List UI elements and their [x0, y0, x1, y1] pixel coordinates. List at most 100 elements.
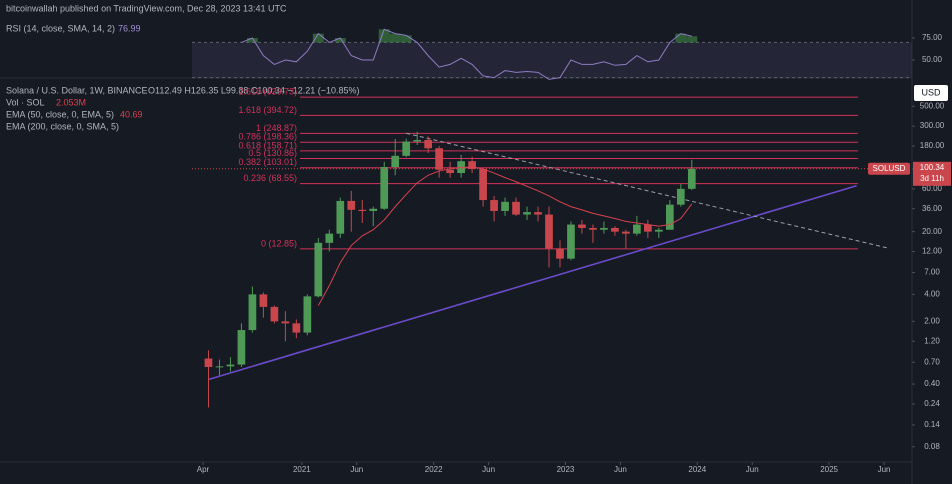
- candle-body: [281, 321, 290, 324]
- x-tick-label: Jun: [350, 465, 363, 474]
- y-tick-label: 7.00: [924, 268, 940, 277]
- y-tick-label: 4.00: [924, 289, 940, 298]
- rsi-overbought: [675, 33, 687, 43]
- candle-body: [314, 242, 323, 297]
- candle-body: [567, 224, 575, 259]
- candle-body: [655, 229, 663, 232]
- rsi-overbought: [378, 29, 390, 43]
- x-tick-label: 2021: [293, 465, 311, 474]
- published: bitcoinwallah published on TradingView.c…: [6, 3, 287, 13]
- candle-body: [611, 227, 619, 232]
- candle-body: [391, 155, 400, 168]
- x-tick-label: Jun: [614, 465, 627, 474]
- trendline: [208, 184, 857, 381]
- y-tick-label: 12.00: [922, 247, 943, 256]
- rsi-title: RSI (14, close, SMA, 14, 2): [6, 23, 115, 33]
- candle-body: [501, 201, 509, 211]
- y-tick-label: 0.14: [924, 420, 940, 429]
- price-box: [913, 161, 951, 186]
- candle-body: [687, 168, 696, 189]
- y-tick-label: 36.00: [922, 204, 943, 213]
- x-tick-label: 2023: [557, 465, 575, 474]
- candle-body: [215, 366, 224, 368]
- rsi-overbought: [400, 35, 412, 43]
- candle-body: [479, 168, 487, 201]
- candle-body: [347, 200, 356, 210]
- currency[interactable]: USD: [921, 87, 941, 97]
- y-tick-label: 0.24: [924, 399, 940, 408]
- candle-body: [270, 306, 279, 322]
- y-tick-label: 2.00: [924, 316, 940, 325]
- candle-body: [292, 323, 301, 333]
- candle-body: [644, 224, 652, 232]
- candle-body: [237, 330, 246, 365]
- candle-body: [204, 358, 213, 368]
- candle-body: [413, 140, 422, 142]
- candle-body: [545, 214, 553, 249]
- fib-label: 0.5 (130.86): [248, 148, 297, 158]
- x-tick-label: 2022: [425, 465, 443, 474]
- y-tick-label: 500.00: [920, 101, 945, 110]
- candle-body: [600, 227, 608, 230]
- volume-label: Vol · SOL: [6, 97, 45, 107]
- fib-label: 0.786 (198.36): [238, 132, 297, 142]
- candle-body: [369, 208, 378, 211]
- candle-body: [490, 200, 498, 211]
- x-tick-label: Jun: [746, 465, 759, 474]
- y-tick-label: 0.70: [924, 357, 940, 366]
- candle-body: [676, 188, 685, 205]
- y-tick-label: 0.08: [924, 442, 940, 451]
- candle-body: [665, 204, 674, 230]
- candle-body: [248, 294, 257, 331]
- rsi-overbought: [246, 38, 258, 43]
- candle-body: [435, 148, 443, 170]
- candle-body: [523, 212, 531, 215]
- candle-body: [633, 224, 641, 234]
- y-tick-label: 300.00: [920, 121, 945, 130]
- rsi-overbought: [312, 33, 324, 43]
- ohlc: O112.49 H126.35 L99.88 C100.34 −12.21 (−…: [148, 85, 360, 95]
- x-tick-label: 2024: [688, 465, 706, 474]
- fib-label: 0.618 (158.71): [238, 140, 297, 150]
- candle-body: [380, 167, 389, 209]
- candle-body: [622, 231, 630, 234]
- candle-body: [589, 227, 597, 230]
- symbol: Solana / U.S. Dollar, 1W, BINANCE: [6, 85, 148, 95]
- currency-box[interactable]: [914, 85, 948, 101]
- y-tick-label: 0.40: [924, 379, 940, 388]
- candle-body: [424, 140, 433, 149]
- ema200-name: EMA (200, close, 0, SMA, 5): [6, 121, 119, 131]
- fib-label: 0.382 (103.01): [238, 157, 297, 167]
- candle-body: [534, 212, 542, 215]
- ema-line: [317, 166, 693, 306]
- candle-body: [358, 209, 367, 211]
- candle-body: [578, 224, 586, 228]
- candle-body: [226, 364, 235, 367]
- fib-label: 2.618 (630.73): [238, 87, 297, 97]
- x-tick-label: Apr: [197, 465, 210, 474]
- x-tick-label: 2025: [820, 465, 838, 474]
- fib-label: 0.236 (68.55): [243, 173, 297, 183]
- candle-body: [556, 248, 564, 259]
- ema-value: 40.69: [120, 109, 143, 119]
- rsi-tick-label: 75.00: [922, 33, 943, 42]
- x-tick-label: Jun: [878, 465, 891, 474]
- candle-body: [303, 296, 312, 333]
- trendline: [406, 132, 890, 249]
- fib-label: 0 (12.85): [261, 238, 297, 248]
- candle-body: [336, 200, 345, 234]
- y-tick-label: 180.00: [920, 141, 945, 150]
- rsi-line: [241, 28, 692, 80]
- volume-value: 2.053M: [56, 97, 86, 107]
- rsi-value: 76.99: [118, 23, 141, 33]
- candle-body: [512, 201, 520, 215]
- countdown: 3d 11h: [920, 174, 944, 183]
- ema-name: EMA (50, close, 0, EMA, 5): [6, 109, 114, 119]
- rsi-overbought: [334, 38, 346, 43]
- fib-label: 1.618 (394.72): [238, 105, 297, 115]
- y-tick-label: 60.00: [922, 184, 943, 193]
- y-tick-label: 20.00: [922, 227, 943, 236]
